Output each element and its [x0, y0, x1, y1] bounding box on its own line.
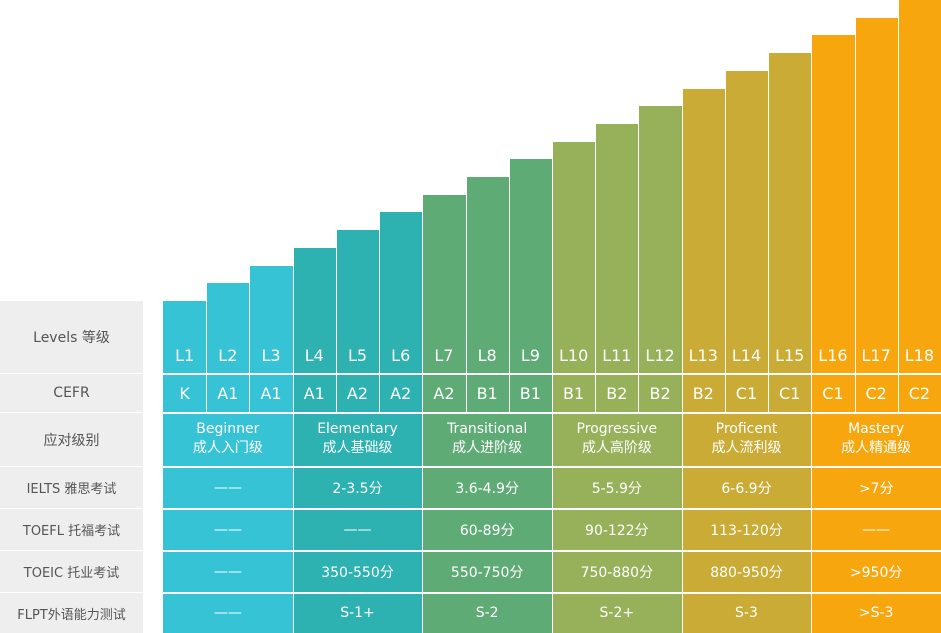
flpt-score: >S-3 — [858, 605, 894, 621]
band-name: Transitional 成人进阶级 — [422, 420, 552, 458]
level-label: L14 — [731, 346, 762, 365]
flpt-score: S-2 — [475, 605, 499, 621]
cefr-label: B1 — [476, 384, 498, 403]
row-label-toefl: TOEFL 托福考试 — [0, 509, 143, 550]
flpt-score: S-3 — [735, 605, 758, 621]
level-label: L13 — [688, 346, 718, 365]
toeic-score: 880-950分 — [710, 564, 783, 581]
toefl-score: —— — [343, 521, 372, 538]
band-name-en: Beginner — [196, 421, 260, 437]
level-label: L8 — [477, 346, 497, 365]
cefr-label: C1 — [735, 384, 758, 403]
cefr-label: A1 — [303, 384, 325, 403]
cefr-label: C1 — [822, 384, 844, 403]
toefl-score: 60-89分 — [459, 522, 515, 539]
toeic-score: >950分 — [849, 564, 903, 581]
level-label: L12 — [645, 346, 675, 365]
level-label: L10 — [558, 346, 589, 365]
row-divider — [143, 508, 941, 510]
ielts-score: 3.6-4.9分 — [455, 480, 519, 497]
cefr-label: A2 — [433, 384, 455, 403]
band-name: Beginner 成人入门级 — [163, 420, 293, 458]
cefr-label: C1 — [779, 384, 801, 403]
ielts-score: 5-5.9分 — [591, 480, 642, 497]
cefr-label: A1 — [217, 384, 239, 403]
level-label: L6 — [391, 346, 411, 365]
band-name: Mastery 成人精通级 — [811, 420, 941, 458]
cefr-label: B1 — [563, 384, 585, 403]
cefr-label: A1 — [260, 384, 282, 403]
band-background — [812, 413, 941, 633]
row-label-levels: Levels 等级 — [0, 301, 143, 373]
ielts-score: 6-6.9分 — [721, 480, 772, 497]
band-name-zh: 成人精通级 — [841, 440, 912, 456]
band-name: Proficent 成人流利级 — [682, 420, 812, 458]
level-label: L9 — [520, 346, 540, 365]
toefl-score: 90-122分 — [585, 522, 649, 539]
band-name-en: Progressive — [576, 421, 658, 437]
row-divider — [143, 592, 941, 594]
band-background — [423, 413, 552, 633]
cefr-label: B2 — [692, 384, 714, 403]
band-name: Progressive 成人高阶级 — [552, 420, 682, 458]
level-label: L4 — [304, 346, 324, 365]
level-label: L17 — [861, 346, 891, 365]
band-name-en: Mastery — [848, 421, 905, 437]
band-background — [293, 413, 423, 633]
flpt-score: S-1+ — [340, 605, 375, 621]
level-label: L3 — [261, 346, 281, 365]
toeic-score: 350-550分 — [321, 564, 394, 581]
cefr-label: B2 — [649, 384, 671, 403]
band-name-zh: 成人入门级 — [192, 440, 263, 456]
ielts-score: —— — [213, 479, 242, 496]
row-divider — [143, 412, 941, 414]
flpt-score: —— — [213, 605, 242, 621]
row-label-flpt: FLPT外语能力测试 — [0, 593, 143, 633]
level-label: L7 — [434, 346, 454, 365]
ielts-score: 2-3.5分 — [332, 480, 383, 497]
level-label: L2 — [218, 346, 238, 365]
row-divider — [143, 466, 941, 468]
band-background — [682, 413, 812, 633]
toeic-score: 550-750分 — [450, 564, 524, 581]
toeic-score: —— — [213, 563, 242, 580]
toefl-score: —— — [862, 521, 891, 538]
level-label: L1 — [175, 346, 195, 365]
band-background — [164, 413, 293, 633]
row-divider — [143, 550, 941, 552]
level-label: L16 — [818, 346, 848, 365]
band-background — [553, 413, 682, 633]
row-label-band: 应对级别 — [0, 413, 143, 466]
level-label: L18 — [904, 346, 935, 365]
band-name-zh: 成人流利级 — [711, 440, 782, 456]
band-name-en: Elementary — [317, 421, 398, 437]
band-name-en: Transitional — [447, 421, 528, 437]
ielts-score: >7分 — [858, 480, 894, 497]
cefr-label: A2 — [346, 384, 369, 403]
row-divider — [143, 373, 941, 375]
band-name-zh: 成人高阶级 — [581, 440, 652, 456]
band-name-zh: 成人进阶级 — [452, 440, 523, 456]
level-label: L11 — [602, 346, 632, 365]
row-label-ielts: IELTS 雅思考试 — [0, 467, 143, 508]
cefr-label: C2 — [865, 384, 887, 403]
band-name-en: Proficent — [715, 421, 778, 437]
band-name-zh: 成人基础级 — [322, 440, 393, 456]
band-name: Elementary 成人基础级 — [293, 420, 423, 458]
flpt-score: S-2+ — [599, 605, 635, 621]
row-label-cefr: CEFR — [0, 374, 143, 412]
level-label: L15 — [775, 346, 805, 365]
toeic-score: 750-880分 — [580, 564, 654, 581]
row-label-toeic: TOEIC 托业考试 — [0, 551, 143, 592]
cefr-label: B1 — [519, 384, 541, 403]
toefl-score: —— — [213, 521, 242, 538]
toefl-score: 113-120分 — [710, 522, 783, 539]
cefr-label: A2 — [390, 384, 412, 403]
cefr-label: K — [179, 384, 190, 403]
cefr-label: C2 — [908, 384, 931, 403]
cefr-label: B2 — [606, 384, 628, 403]
level-label: L5 — [347, 346, 368, 365]
